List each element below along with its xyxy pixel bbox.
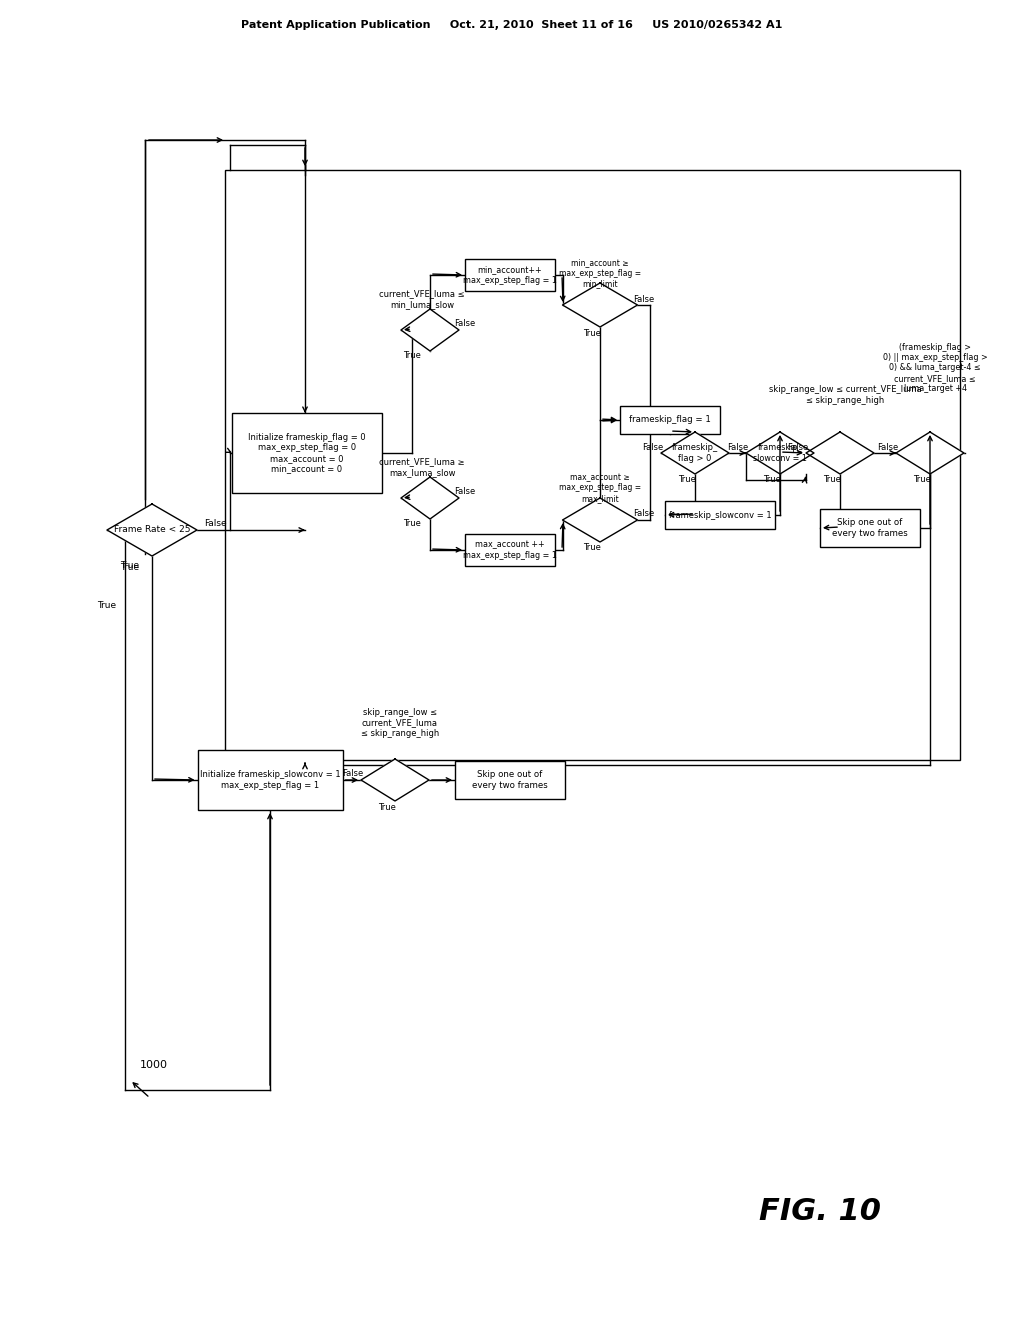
Text: max_account ≥
max_exp_step_flag =
max_limit: max_account ≥ max_exp_step_flag = max_li… — [559, 473, 641, 503]
Bar — [465, 535, 555, 566]
Text: False: False — [878, 442, 899, 451]
Text: frameskip_
slowconv = 1: frameskip_ slowconv = 1 — [753, 444, 807, 463]
Text: True: True — [763, 475, 781, 484]
Polygon shape — [896, 432, 964, 474]
Bar — [225, 170, 961, 760]
Polygon shape — [562, 282, 638, 327]
Text: False: False — [455, 487, 475, 496]
Text: False: False — [455, 319, 475, 329]
Text: True: True — [378, 803, 396, 812]
Text: 1000: 1000 — [140, 1060, 168, 1071]
Text: False: False — [342, 770, 364, 779]
Text: min_account++
max_exp_step_flag = 1: min_account++ max_exp_step_flag = 1 — [463, 265, 557, 285]
Polygon shape — [401, 477, 459, 519]
Text: False: False — [634, 510, 654, 519]
Text: Initialize frameskip_slowconv = 1
max_exp_step_flag = 1: Initialize frameskip_slowconv = 1 max_ex… — [200, 771, 340, 789]
Polygon shape — [806, 432, 874, 474]
Text: True: True — [403, 520, 421, 528]
Text: skip_range_low ≤ current_VFE_luma
≤ skip_range_high: skip_range_low ≤ current_VFE_luma ≤ skip… — [769, 385, 922, 405]
Text: Initialize frameskip_flag = 0
max_exp_step_flag = 0
max_account = 0
min_account : Initialize frameskip_flag = 0 max_exp_st… — [248, 433, 366, 473]
Text: Frame Rate < 25: Frame Rate < 25 — [114, 525, 190, 535]
Text: False: False — [642, 442, 664, 451]
Polygon shape — [361, 759, 429, 801]
Text: current_VFE_luma ≤
min_luma_slow: current_VFE_luma ≤ min_luma_slow — [379, 289, 465, 309]
Text: Skip one out of
every two frames: Skip one out of every two frames — [472, 771, 548, 789]
Text: FIG. 10: FIG. 10 — [759, 1197, 881, 1226]
Bar — [665, 502, 775, 529]
Polygon shape — [562, 498, 638, 543]
Text: True: True — [583, 329, 601, 338]
Bar — [455, 762, 565, 799]
Text: Patent Application Publication     Oct. 21, 2010  Sheet 11 of 16     US 2010/026: Patent Application Publication Oct. 21, … — [242, 20, 782, 30]
Text: True: True — [913, 475, 931, 484]
Text: True: True — [403, 351, 421, 360]
Text: skip_range_low ≤
current_VFE_luma
≤ skip_range_high: skip_range_low ≤ current_VFE_luma ≤ skip… — [360, 708, 439, 738]
Text: False: False — [204, 519, 226, 528]
Text: frameskip_slowconv = 1: frameskip_slowconv = 1 — [669, 511, 771, 520]
Bar — [232, 413, 382, 492]
Text: True: True — [121, 561, 139, 570]
Polygon shape — [746, 432, 814, 474]
Text: True: True — [678, 475, 696, 484]
Text: (frameskip_flag >
0) || max_exp_step_flag >
0) && luma_target-4 ≤
current_VFE_lu: (frameskip_flag > 0) || max_exp_step_fla… — [883, 343, 987, 393]
Bar — [620, 407, 720, 434]
Text: max_account ++
max_exp_step_flag = 1: max_account ++ max_exp_step_flag = 1 — [463, 540, 557, 560]
Text: False: False — [634, 294, 654, 304]
Text: min_account ≥
max_exp_step_flag =
min_limit: min_account ≥ max_exp_step_flag = min_li… — [559, 259, 641, 288]
Polygon shape — [662, 432, 729, 474]
Text: True: True — [97, 602, 117, 610]
Polygon shape — [401, 309, 459, 351]
Text: True: True — [121, 564, 139, 573]
Text: frameskip_
flag > 0: frameskip_ flag > 0 — [672, 444, 718, 463]
Text: True: True — [583, 544, 601, 553]
Text: True: True — [823, 475, 841, 484]
Bar — [820, 510, 920, 546]
Text: False: False — [727, 442, 749, 451]
Bar — [465, 259, 555, 290]
Text: frameskip_flag = 1: frameskip_flag = 1 — [629, 416, 711, 425]
Polygon shape — [106, 504, 197, 556]
Text: False: False — [787, 442, 809, 451]
Text: Skip one out of
every two frames: Skip one out of every two frames — [833, 519, 908, 537]
Bar — [198, 750, 342, 810]
Text: current_VFE_luma ≥
max_luma_slow: current_VFE_luma ≥ max_luma_slow — [379, 457, 465, 477]
